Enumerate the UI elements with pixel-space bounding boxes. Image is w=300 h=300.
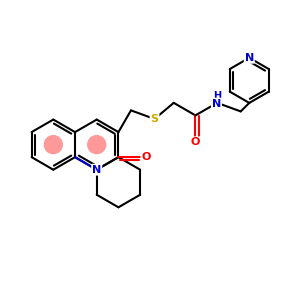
Text: H: H	[213, 92, 221, 101]
Text: N: N	[245, 53, 254, 63]
Circle shape	[88, 136, 106, 154]
Text: S: S	[151, 114, 158, 124]
Text: O: O	[142, 152, 151, 162]
Text: O: O	[191, 137, 200, 147]
Text: N: N	[92, 165, 101, 175]
Text: N: N	[212, 99, 221, 109]
Circle shape	[44, 136, 62, 154]
